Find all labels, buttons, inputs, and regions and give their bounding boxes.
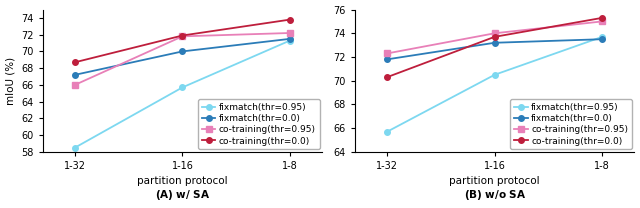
X-axis label: partition protocol
$\bf{(B)\ w/o\ SA}$: partition protocol $\bf{(B)\ w/o\ SA}$ — [449, 176, 540, 202]
Line: co-training(thr=0.0): co-training(thr=0.0) — [72, 17, 292, 65]
co-training(thr=0.95) — [71, 84, 79, 86]
fixmatch(thr=0.0) — [491, 42, 499, 44]
fixmatch(thr=0.95) — [598, 36, 606, 38]
co-training(thr=0.0) — [598, 17, 606, 19]
Line: co-training(thr=0.95): co-training(thr=0.95) — [72, 30, 292, 88]
Line: fixmatch(thr=0.0): fixmatch(thr=0.0) — [72, 36, 292, 78]
fixmatch(thr=0.0) — [383, 58, 391, 61]
Line: fixmatch(thr=0.0): fixmatch(thr=0.0) — [385, 36, 605, 62]
fixmatch(thr=0.0) — [598, 38, 606, 40]
Line: co-training(thr=0.0): co-training(thr=0.0) — [385, 15, 605, 80]
Line: fixmatch(thr=0.95): fixmatch(thr=0.95) — [385, 34, 605, 135]
co-training(thr=0.0) — [71, 61, 79, 63]
fixmatch(thr=0.95) — [179, 86, 186, 89]
fixmatch(thr=0.95) — [286, 39, 294, 42]
co-training(thr=0.0) — [383, 76, 391, 78]
co-training(thr=0.95) — [286, 32, 294, 34]
co-training(thr=0.0) — [491, 36, 499, 38]
co-training(thr=0.95) — [491, 32, 499, 35]
Y-axis label: mIoU (%): mIoU (%) — [6, 57, 15, 105]
co-training(thr=0.95) — [179, 35, 186, 38]
co-training(thr=0.0) — [286, 18, 294, 21]
X-axis label: partition protocol
$\bf{(A)\ w/\ SA}$: partition protocol $\bf{(A)\ w/\ SA}$ — [137, 176, 228, 202]
Line: fixmatch(thr=0.95): fixmatch(thr=0.95) — [72, 38, 292, 150]
fixmatch(thr=0.0) — [179, 50, 186, 53]
fixmatch(thr=0.95) — [383, 130, 391, 133]
fixmatch(thr=0.95) — [71, 146, 79, 149]
Legend: fixmatch(thr=0.95), fixmatch(thr=0.0), co-training(thr=0.95), co-training(thr=0.: fixmatch(thr=0.95), fixmatch(thr=0.0), c… — [510, 99, 632, 149]
fixmatch(thr=0.0) — [71, 74, 79, 76]
fixmatch(thr=0.0) — [286, 38, 294, 40]
Line: co-training(thr=0.95): co-training(thr=0.95) — [385, 19, 605, 56]
co-training(thr=0.95) — [383, 52, 391, 55]
co-training(thr=0.95) — [598, 20, 606, 23]
fixmatch(thr=0.95) — [491, 74, 499, 76]
co-training(thr=0.0) — [179, 34, 186, 37]
Legend: fixmatch(thr=0.95), fixmatch(thr=0.0), co-training(thr=0.95), co-training(thr=0.: fixmatch(thr=0.95), fixmatch(thr=0.0), c… — [198, 99, 319, 149]
